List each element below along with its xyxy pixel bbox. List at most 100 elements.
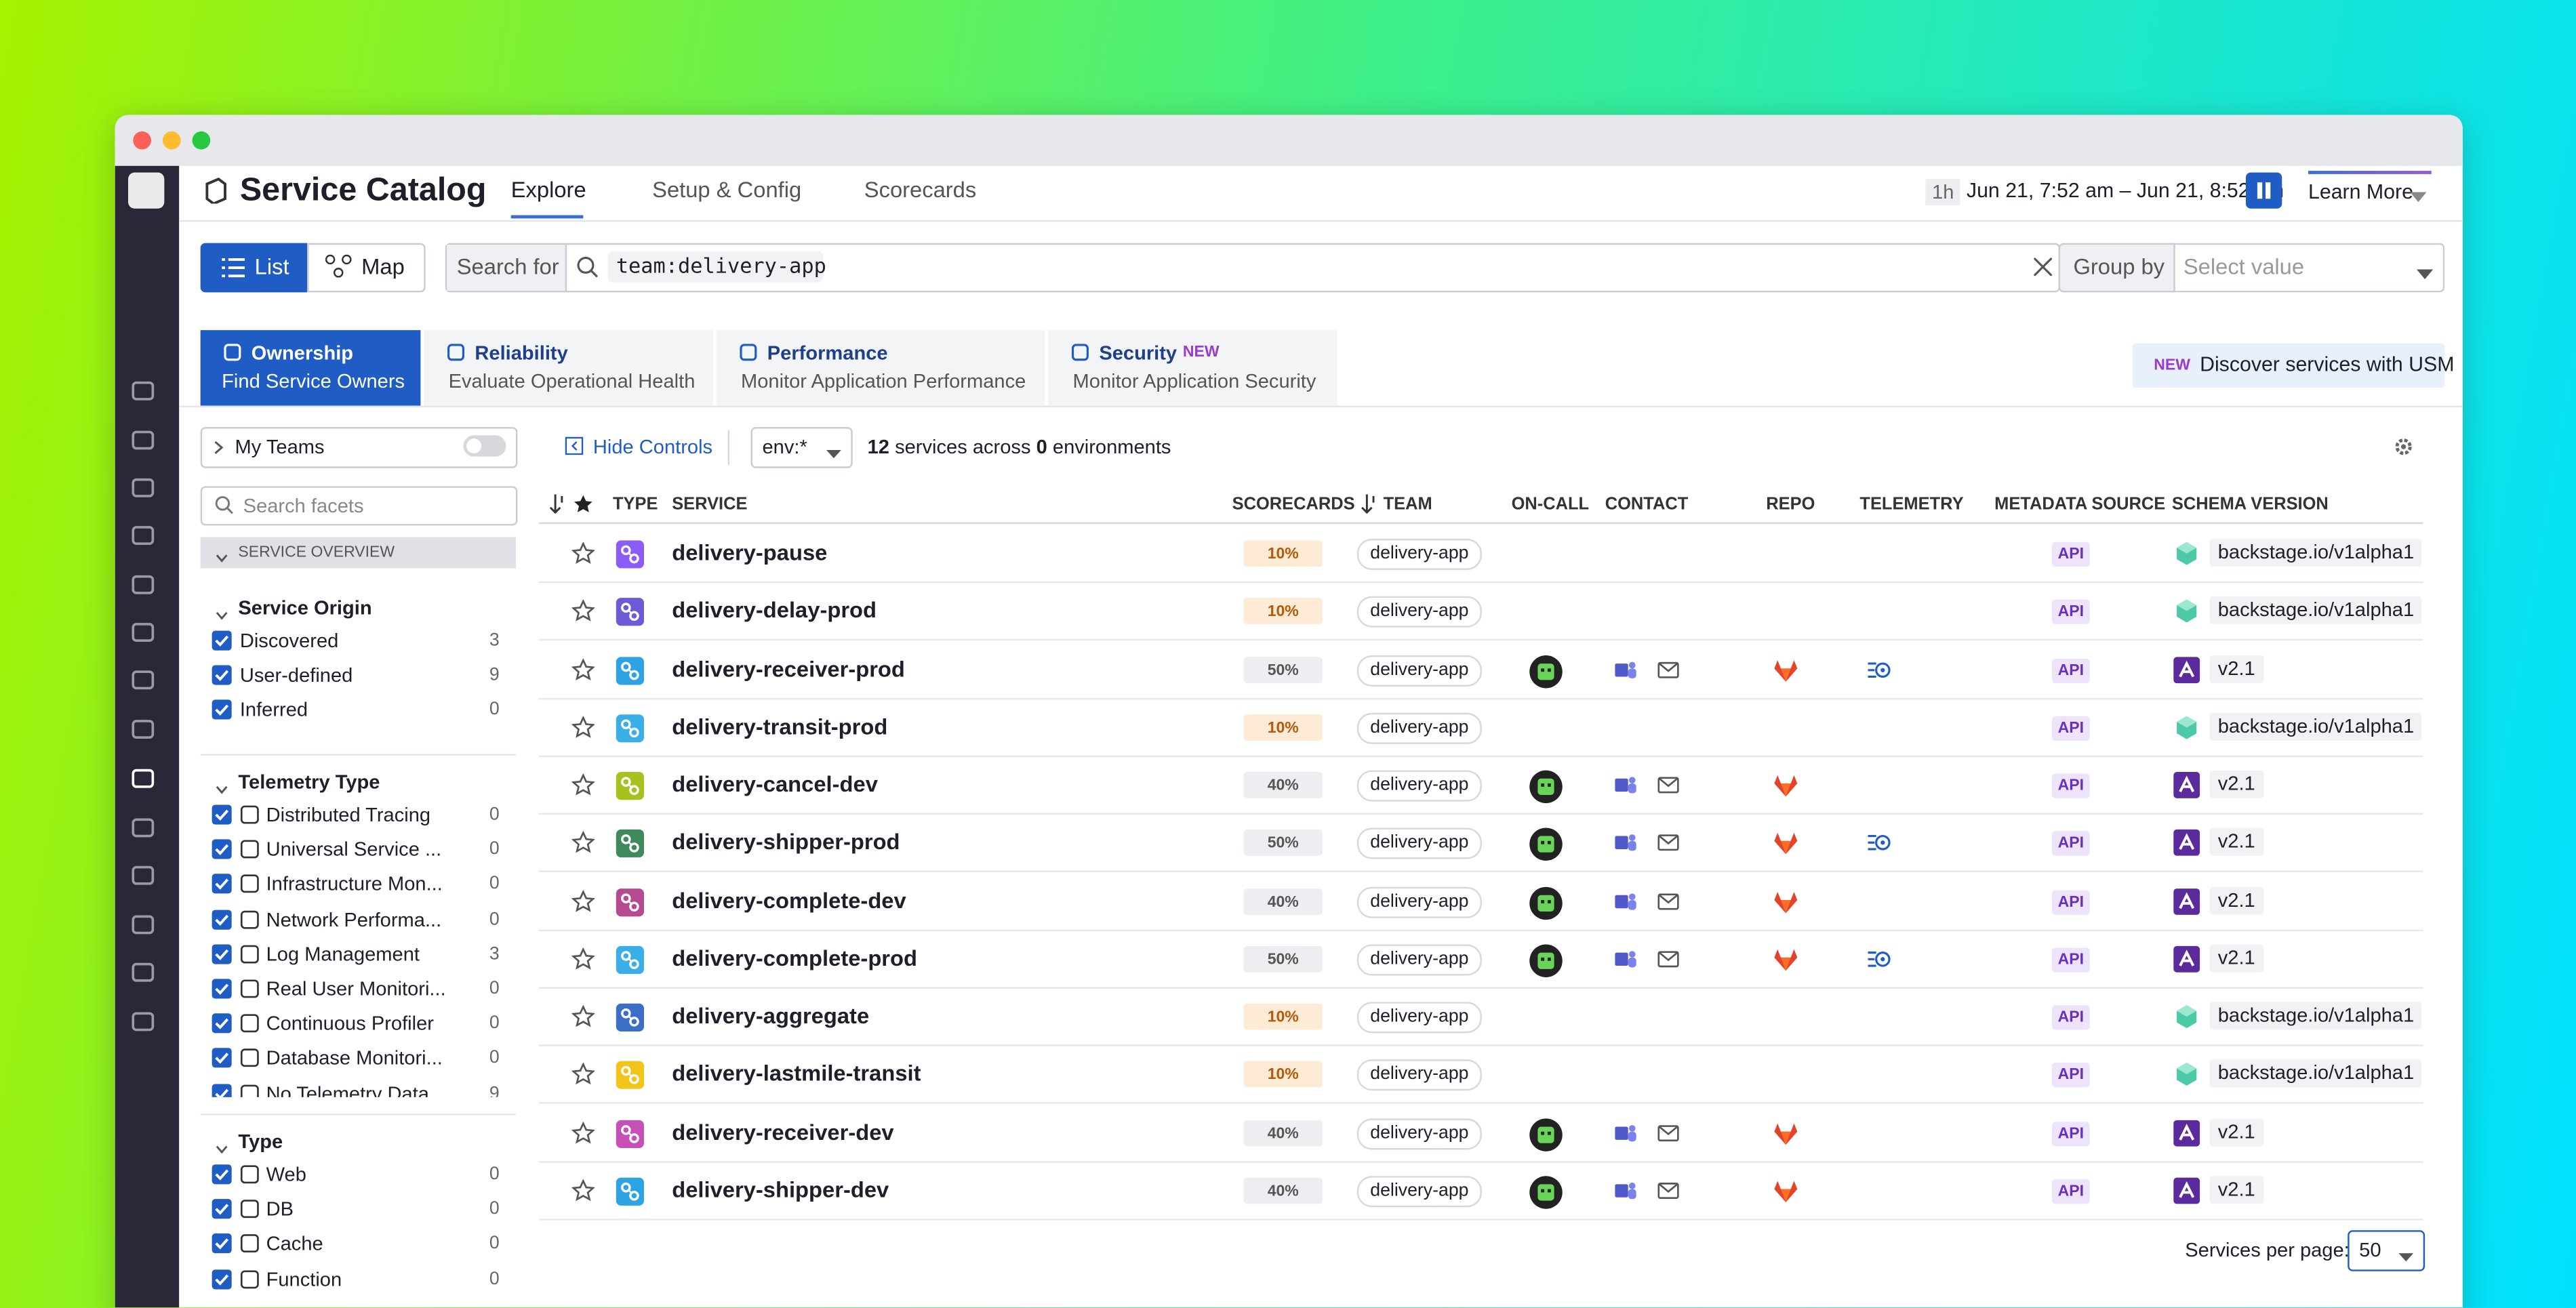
promo[interactable] (2132, 343, 2445, 388)
facet-label[interactable]: No Telemetry Data (266, 1082, 429, 1097)
star[interactable] (571, 947, 596, 970)
nav-icon[interactable] (132, 575, 155, 594)
schema-pill[interactable]: v2.1 (2209, 654, 2263, 683)
email-icon[interactable] (1657, 1182, 1679, 1199)
checkbox[interactable] (212, 909, 232, 929)
scorecard[interactable]: 10% (1267, 545, 1299, 564)
facet-label[interactable]: Infrastructure Mon... (266, 872, 443, 896)
checkbox[interactable] (212, 1199, 232, 1219)
repo-icon[interactable] (1774, 1181, 1798, 1202)
facet-group-title[interactable]: Telemetry Type (238, 770, 380, 794)
service-name[interactable]: delivery-complete-dev (672, 888, 906, 913)
schema-pill[interactable]: backstage.io/v1alpha1 (2209, 596, 2423, 625)
schema-pill[interactable]: backstage.io/v1alpha1 (2209, 1002, 2423, 1030)
list-label[interactable]: List (254, 254, 289, 279)
star[interactable] (571, 1063, 596, 1086)
team-pill[interactable] (1356, 1118, 1482, 1149)
team-pill[interactable] (1356, 596, 1482, 628)
column-header[interactable]: TYPE (612, 494, 658, 514)
checkbox[interactable] (212, 1269, 232, 1289)
nav-icon[interactable] (132, 1012, 155, 1031)
group-by-placeholder[interactable]: Select value (2183, 254, 2305, 279)
service-name[interactable]: delivery-transit-prod (672, 714, 888, 739)
team-pill[interactable] (1356, 770, 1482, 802)
nav-tab[interactable]: Explore (510, 177, 586, 203)
schema-pill[interactable]: backstage.io/v1alpha1 (2209, 712, 2423, 741)
facet-label[interactable]: Real User Monitori... (266, 977, 446, 1000)
checkbox[interactable] (212, 665, 232, 686)
schema-pill[interactable]: v2.1 (2209, 886, 2263, 914)
scorecard[interactable]: 40% (1267, 1182, 1299, 1201)
nav-icon[interactable] (132, 719, 155, 739)
map-label[interactable]: Map (361, 254, 405, 279)
team-pill[interactable] (1356, 944, 1482, 976)
learn-more[interactable]: Learn More (2308, 180, 2413, 204)
nav-icon[interactable] (132, 670, 155, 690)
close-button[interactable] (133, 131, 151, 150)
checkbox[interactable] (212, 1013, 232, 1034)
nav-icon[interactable] (132, 865, 155, 885)
nav-icon[interactable] (132, 818, 155, 838)
service-name[interactable]: delivery-shipper-prod (672, 830, 900, 855)
facet-label[interactable]: Database Monitori... (266, 1046, 443, 1070)
facet-label[interactable]: Function (266, 1267, 342, 1290)
star[interactable] (571, 715, 596, 739)
email-icon[interactable] (1657, 777, 1679, 794)
schema-pill[interactable]: v2.1 (2209, 1118, 2263, 1146)
column-header[interactable]: ON-CALL (1511, 494, 1590, 514)
schema-pill[interactable]: v2.1 (2209, 1176, 2263, 1204)
team-pill[interactable] (1356, 1176, 1482, 1208)
scorecard[interactable]: 10% (1267, 1066, 1299, 1085)
nav-tab[interactable]: Scorecards (864, 177, 977, 203)
scorecard[interactable]: 40% (1267, 893, 1299, 912)
repo-icon[interactable] (1774, 775, 1798, 797)
team-pill[interactable] (1356, 654, 1482, 686)
scorecard[interactable]: 50% (1267, 834, 1299, 853)
schema-pill[interactable]: v2.1 (2209, 770, 2263, 799)
nav-icon[interactable] (132, 623, 155, 642)
scorecard[interactable]: 40% (1267, 1124, 1299, 1143)
star[interactable] (571, 773, 596, 797)
column-header[interactable]: CONTACT (1605, 494, 1689, 514)
teams-icon[interactable] (1615, 891, 1636, 911)
service-name[interactable]: delivery-aggregate (672, 1004, 870, 1029)
service-name[interactable]: delivery-cancel-dev (672, 772, 878, 797)
settings-icon[interactable] (2394, 437, 2413, 457)
service-name[interactable]: delivery-pause (672, 540, 828, 565)
scorecard[interactable]: 40% (1267, 777, 1299, 796)
scorecard[interactable]: 10% (1267, 1008, 1299, 1027)
facet-label[interactable]: DB (266, 1198, 294, 1221)
facet-group-title[interactable]: Type (238, 1130, 283, 1153)
facet-label[interactable]: Discovered (239, 629, 339, 653)
facet-label[interactable]: Continuous Profiler (266, 1012, 434, 1036)
nav-icon[interactable] (132, 381, 155, 401)
team-pill[interactable] (1356, 712, 1482, 744)
facet-label[interactable]: Inferred (239, 698, 308, 722)
star[interactable] (571, 1120, 596, 1144)
facet-label[interactable]: Universal Service ... (266, 838, 442, 861)
promo-text[interactable]: Discover services with USM (2200, 353, 2455, 376)
scorecard[interactable]: 50% (1267, 661, 1299, 680)
group-by-select[interactable] (2171, 243, 2445, 293)
service-name[interactable]: delivery-lastmile-transit (672, 1061, 921, 1086)
scorecard[interactable]: 10% (1267, 603, 1299, 621)
team-pill[interactable] (1356, 1060, 1482, 1092)
email-icon[interactable] (1657, 893, 1679, 910)
minimize-button[interactable] (162, 131, 181, 150)
teams-icon[interactable] (1615, 834, 1636, 853)
star[interactable] (571, 657, 596, 681)
teams-icon[interactable] (1615, 949, 1636, 968)
team-pill[interactable] (1356, 828, 1482, 860)
email-icon[interactable] (1657, 661, 1679, 678)
logo[interactable] (128, 172, 165, 209)
nav-icon[interactable] (132, 526, 155, 546)
zoom-button[interactable] (192, 131, 211, 150)
teams-icon[interactable] (1615, 775, 1636, 795)
service-name[interactable]: delivery-receiver-prod (672, 656, 905, 681)
scorecard[interactable]: 50% (1267, 950, 1299, 969)
telemetry-icon[interactable] (1868, 834, 1891, 853)
time-range[interactable]: Jun 21, 7:52 am – Jun 21, 8:52 am (1966, 179, 2285, 203)
checkbox[interactable] (212, 944, 232, 964)
facet-label[interactable]: User-defined (239, 663, 353, 687)
env-value[interactable]: env:* (762, 435, 807, 459)
